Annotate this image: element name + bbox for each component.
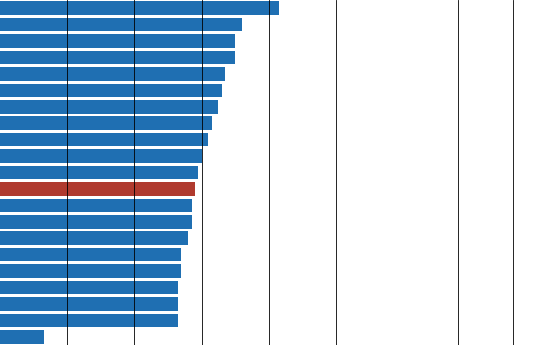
Bar (0, 182, 195, 196)
Bar (0, 34, 235, 48)
Bar (0, 248, 181, 262)
Bar (0, 51, 235, 64)
Bar (0, 199, 192, 212)
Bar (0, 67, 225, 81)
Bar (0, 100, 218, 114)
Bar (0, 83, 222, 97)
Bar (0, 117, 212, 130)
Bar (0, 281, 178, 294)
Bar (0, 330, 44, 344)
Bar (0, 297, 178, 310)
Bar (0, 1, 279, 15)
Bar (0, 264, 181, 278)
Bar (0, 314, 178, 327)
Bar (0, 18, 242, 31)
Bar (0, 166, 198, 179)
Bar (0, 215, 192, 228)
Bar (0, 231, 188, 245)
Bar (0, 149, 202, 163)
Bar (0, 133, 208, 146)
